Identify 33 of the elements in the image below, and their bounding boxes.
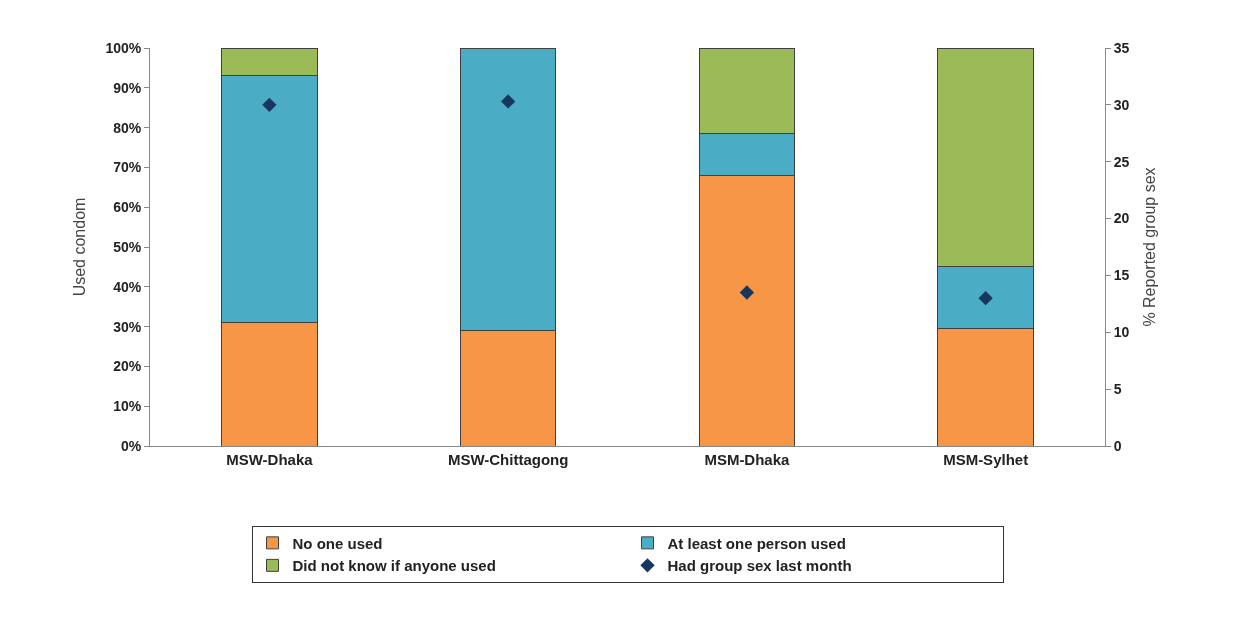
legend-label: Did not know if anyone used (292, 557, 496, 575)
y-tick-label: 60% (113, 199, 142, 216)
y-tick-label: 40% (113, 278, 142, 295)
x-tick-label: MSM-Dhaka (704, 451, 791, 468)
y2-tick-label: 20 (1113, 210, 1130, 227)
y2-tick-label: 5 (1113, 381, 1122, 398)
y2-tick-label: 25 (1113, 153, 1130, 170)
y2-tick-label: 10 (1113, 324, 1130, 341)
x-tick-label: MSW-Dhaka (226, 451, 314, 468)
y-tick-label: 50% (113, 238, 142, 255)
y-tick-label: 80% (113, 119, 142, 136)
y-tick-label: 70% (113, 159, 142, 176)
x-tick-label: MSW-Chittagong (447, 451, 569, 468)
y-tick-label: 10% (113, 398, 142, 415)
point (978, 291, 993, 306)
legend-label: Had group sex last month (667, 557, 852, 575)
point (500, 94, 516, 109)
y2-tick-label: 15 (1113, 267, 1130, 284)
y-tick-label: 30% (113, 318, 142, 335)
y-axis-title: Used condom (71, 197, 89, 297)
y-tick-label: 20% (113, 358, 142, 375)
y2-axis-title: % Reported group sex (1141, 167, 1159, 327)
point (262, 97, 277, 113)
y2-tick-label: 35 (1113, 39, 1130, 56)
point (739, 285, 755, 300)
x-tick-label: MSM-Sylhet (943, 451, 1029, 468)
legend-label: No one used (292, 534, 383, 552)
y-tick-label: 90% (113, 79, 142, 96)
y2-tick-label: 0 (1113, 437, 1122, 454)
y2-tick-label: 30 (1113, 96, 1130, 113)
legend-label: At least one person used (667, 534, 846, 552)
y-tick-label: 100% (105, 39, 142, 56)
y-tick-label: 0% (120, 437, 142, 454)
